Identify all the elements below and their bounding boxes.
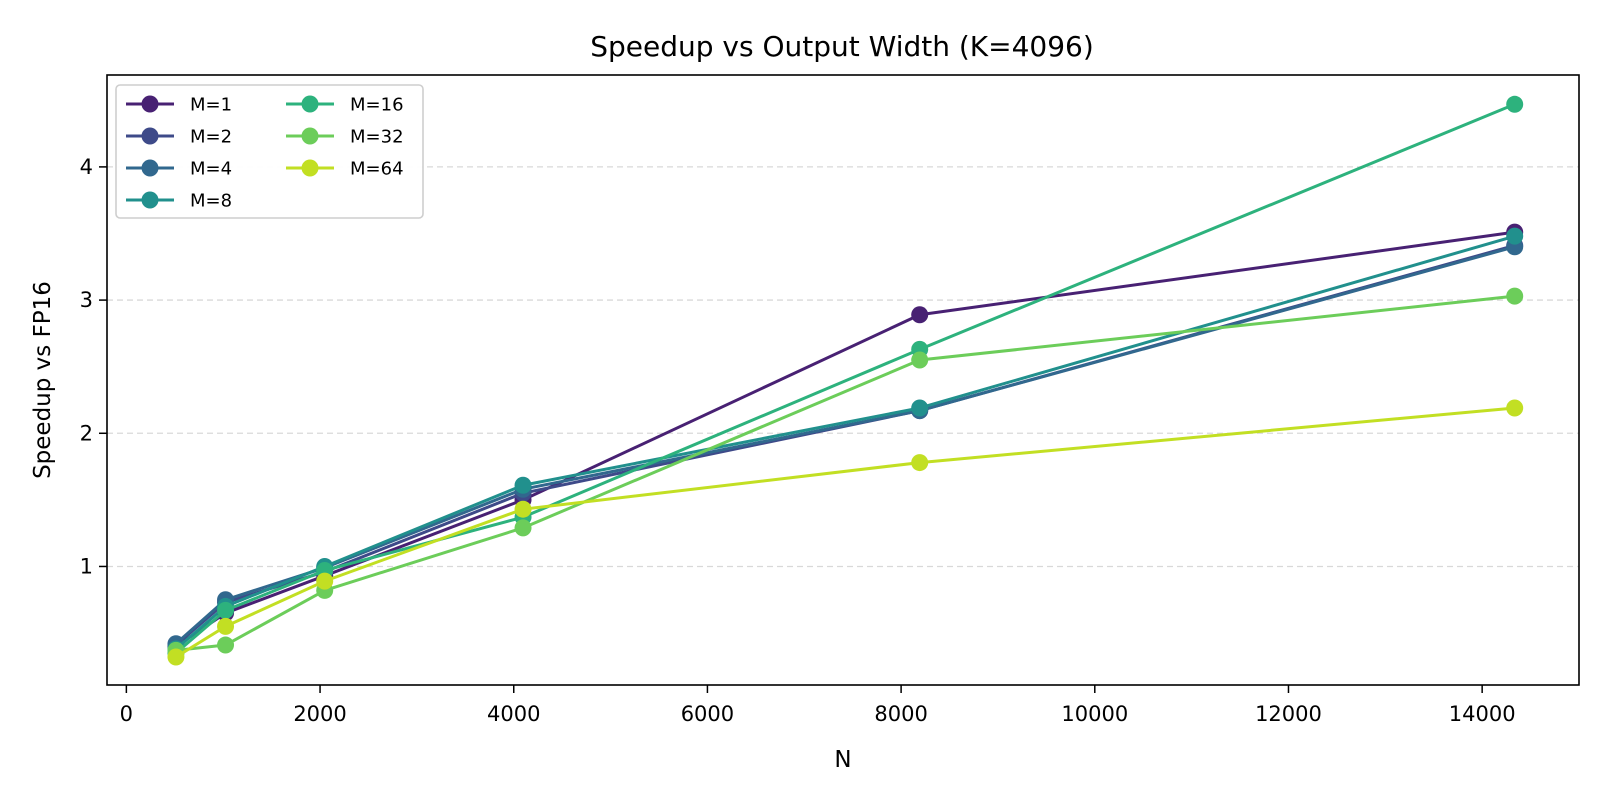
legend-label: M=32 — [350, 127, 404, 148]
data-point — [316, 572, 334, 590]
y-tick-label: 1 — [80, 554, 93, 578]
x-tick-label: 14000 — [1449, 702, 1516, 726]
series-layer — [167, 95, 1524, 666]
y-tick-label: 3 — [80, 288, 93, 312]
data-point — [514, 476, 532, 494]
data-point — [911, 351, 929, 369]
legend-box — [115, 84, 424, 219]
legend-swatch-marker — [301, 127, 319, 145]
data-point — [911, 306, 929, 324]
data-point — [217, 617, 235, 635]
legend-swatch-marker — [141, 159, 159, 177]
legend-swatch-marker — [141, 95, 159, 113]
legend: M=1 M=2 M=4 M=8 M=16 M=32 M=64 — [115, 84, 424, 219]
data-point — [514, 519, 532, 537]
data-point — [911, 399, 929, 417]
legend-item: M=16 — [286, 95, 404, 116]
x-axis-label: N — [834, 747, 851, 773]
legend-item: M=8 — [126, 191, 232, 212]
legend-label: M=1 — [190, 95, 232, 116]
legend-swatch-marker — [301, 159, 319, 177]
series-line — [175, 406, 1515, 659]
legend-label: M=4 — [190, 159, 232, 180]
y-axis-ticks: 1 2 3 4 — [80, 155, 107, 578]
x-tick-label: 8000 — [874, 702, 927, 726]
chart-title: Speedup vs Output Width (K=4096) — [590, 30, 1094, 63]
x-tick-label: 6000 — [681, 702, 734, 726]
x-axis-ticks: 0 2000 4000 6000 8000 10000 12000 14000 — [120, 685, 1516, 726]
x-tick-label: 12000 — [1255, 702, 1322, 726]
x-tick-label: 10000 — [1061, 702, 1128, 726]
data-point — [1506, 95, 1524, 113]
series-m-64 — [167, 399, 1524, 666]
x-tick-label: 4000 — [487, 702, 540, 726]
legend-item: M=64 — [286, 159, 404, 180]
x-tick-label: 2000 — [293, 702, 346, 726]
data-point — [1506, 399, 1524, 417]
legend-label: M=64 — [350, 159, 404, 180]
legend-swatch-marker — [141, 127, 159, 145]
data-point — [1506, 227, 1524, 245]
y-tick-label: 2 — [80, 421, 93, 445]
data-point — [217, 636, 235, 654]
data-point — [911, 454, 929, 472]
legend-label: M=16 — [350, 95, 404, 116]
plot-frame — [106, 74, 1580, 686]
data-point — [217, 601, 235, 619]
data-point — [167, 648, 185, 666]
legend-item: M=2 — [126, 127, 232, 148]
data-point — [514, 500, 532, 518]
legend-label: M=2 — [190, 127, 232, 148]
legend-item: M=1 — [126, 95, 232, 116]
legend-swatch-marker — [141, 191, 159, 209]
series-line — [174, 234, 1516, 651]
legend-item: M=32 — [286, 127, 404, 148]
y-axis-label: Speedup vs FP16 — [30, 281, 56, 479]
legend-label: M=8 — [190, 191, 232, 212]
legend-swatch-marker — [301, 95, 319, 113]
x-tick-label: 0 — [120, 702, 133, 726]
data-point — [1506, 287, 1524, 305]
legend-item: M=4 — [126, 159, 232, 180]
y-tick-label: 4 — [80, 155, 93, 179]
